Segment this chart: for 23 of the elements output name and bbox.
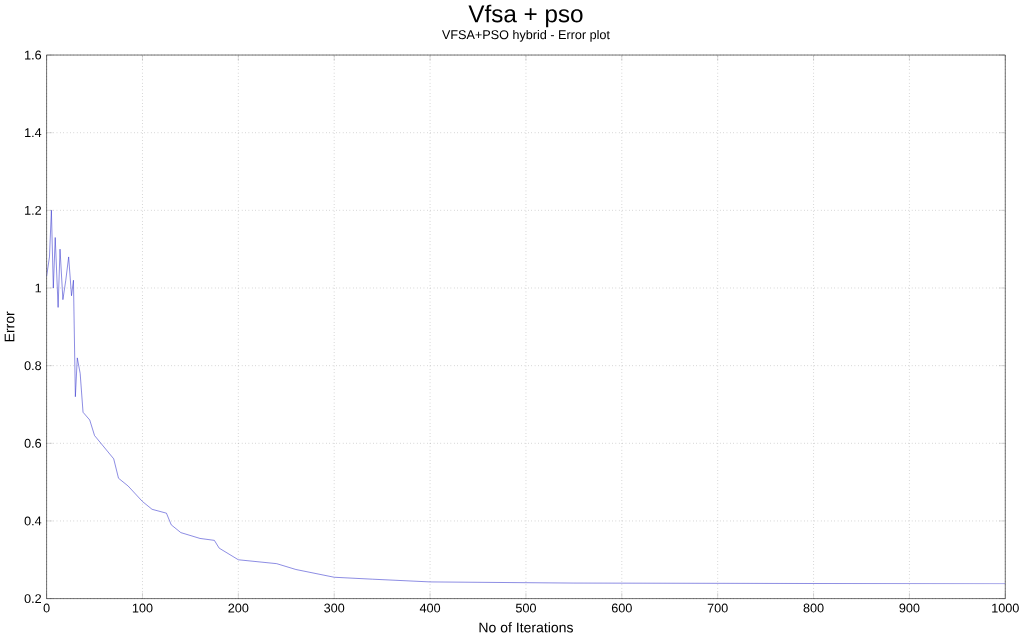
y-tick-label: 0.2 [24,594,42,604]
chart-subtitle: VFSA+PSO hybrid - Error plot [441,29,610,42]
y-axis-title: Error [4,311,15,342]
x-axis-title: No of Iterations [479,622,573,633]
x-tick-label: 900 [899,603,920,613]
chart-title: Vfsa + pso [468,4,583,28]
x-tick-label: 400 [419,603,441,613]
y-tick-label: 0.4 [24,516,42,526]
x-tick-label: 600 [611,603,632,613]
x-tick-label: 800 [803,603,824,613]
y-tick-label: 1.6 [25,50,42,60]
x-tick-label: 300 [324,603,345,613]
x-tick-label: 0 [43,603,50,613]
y-tick-label: 0.8 [24,361,42,371]
y-tick-label: 1 [35,283,42,293]
x-tick-label: 100 [132,603,153,613]
x-tick-label: 200 [228,603,249,613]
x-tick-label: 500 [515,603,536,613]
y-tick-label: 0.6 [24,438,42,448]
x-tick-label: 1000 [992,603,1019,613]
y-tick-label: 1.2 [25,205,42,215]
y-tick-label: 1.4 [25,128,42,137]
x-tick-label: 700 [707,603,728,613]
